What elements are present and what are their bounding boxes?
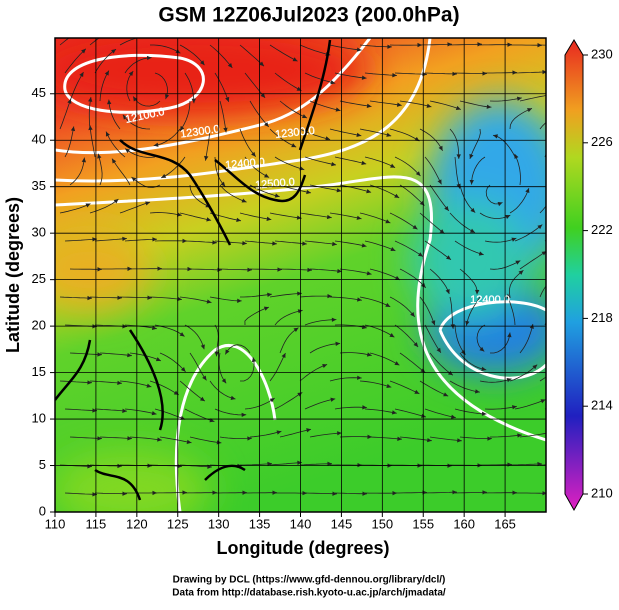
streamline-arrow <box>112 28 117 32</box>
y-tick-label: 20 <box>32 318 46 333</box>
y-tick-label: 5 <box>39 457 46 472</box>
streamline <box>545 131 562 157</box>
colorbar-bar <box>565 40 583 510</box>
streamline-arrow <box>555 272 560 277</box>
streamline <box>550 158 567 185</box>
contour-label: 12400.0 <box>470 294 510 306</box>
x-tick-label: 130 <box>208 516 230 531</box>
x-tick-label: 150 <box>371 516 393 531</box>
y-axis-label: Latitude (degrees) <box>3 197 23 353</box>
x-tick-label: 115 <box>86 516 107 531</box>
colorbar-tick-label: 210 <box>591 485 613 500</box>
streamline <box>545 297 559 326</box>
x-tick-label: 110 <box>45 516 66 531</box>
streamline-arrow <box>547 93 552 97</box>
streamline-arrow <box>81 26 86 30</box>
title: GSM 12Z06Jul2023 (200.0hPa) <box>158 4 459 27</box>
colorbar-tick-label: 226 <box>591 134 613 149</box>
y-tick-label: 45 <box>32 85 46 100</box>
y-tick-label: 35 <box>32 178 46 193</box>
y-tick-label: 0 <box>39 503 46 518</box>
x-tick-label: 165 <box>494 516 516 531</box>
y-tick-label: 25 <box>32 271 46 286</box>
colorbar-tick-label: 230 <box>591 46 613 61</box>
credit: Data from http://database.rish.kyoto-u.a… <box>172 588 446 599</box>
x-tick-label: 135 <box>249 516 271 531</box>
x-tick-label: 140 <box>290 516 312 531</box>
colorbar-tick-label: 218 <box>591 310 613 325</box>
colorbar: 210 214 218 222 226 230 <box>565 40 613 510</box>
y-tick-label: 15 <box>32 364 46 379</box>
x-axis-label: Longitude (degrees) <box>216 538 389 558</box>
streamline-arrow <box>557 131 562 136</box>
y-tick-label: 40 <box>32 132 46 147</box>
credit: Drawing by DCL (https://www.gfd-dennou.o… <box>173 575 446 586</box>
x-tick-label: 145 <box>331 516 353 531</box>
y-tick-label: 10 <box>32 410 46 425</box>
y-tick-label: 30 <box>32 225 46 240</box>
x-tick-label: 125 <box>167 516 189 531</box>
streamline-arrow <box>555 188 559 193</box>
streamline-arrow <box>547 431 552 435</box>
colorbar-tick-label: 222 <box>591 222 613 237</box>
x-tick-label: 160 <box>453 516 475 531</box>
x-tick-label: 120 <box>126 516 148 531</box>
x-tick-label: 155 <box>412 516 434 531</box>
colorbar-tick-label: 214 <box>591 398 613 413</box>
streamline-arrow <box>555 297 559 302</box>
streamline <box>155 493 187 494</box>
